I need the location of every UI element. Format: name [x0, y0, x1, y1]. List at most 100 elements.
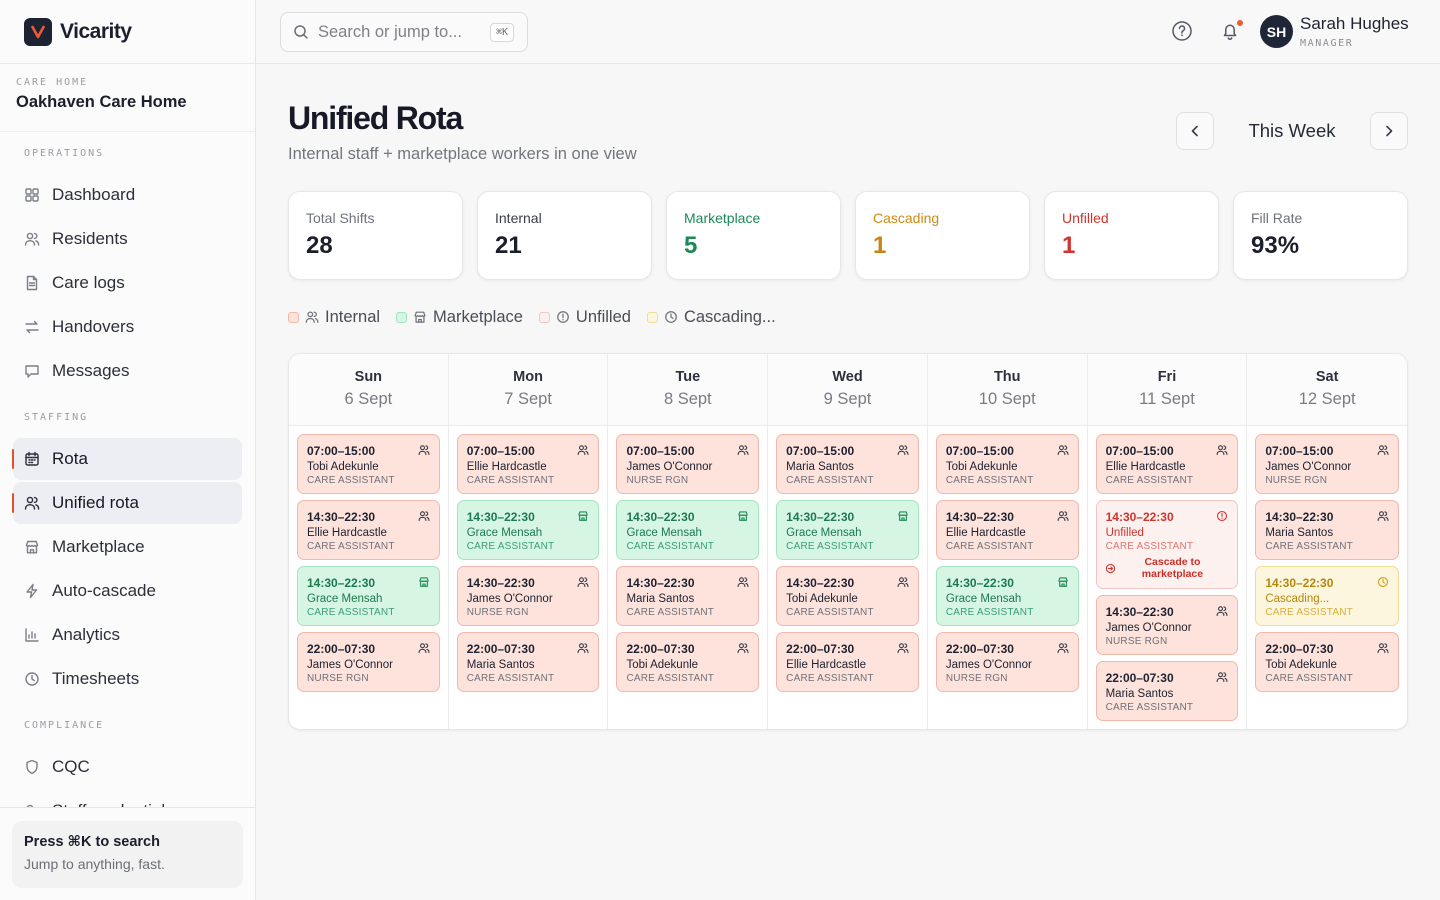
sidebar-item-marketplace[interactable]: Marketplace — [13, 526, 242, 568]
users-icon — [577, 576, 589, 588]
user-check-icon — [24, 803, 40, 807]
shift-card-market[interactable]: 14:30–22:30 Grace Mensah CARE ASSISTANT — [297, 566, 440, 626]
shift-time: 14:30–22:30 — [1265, 576, 1334, 590]
user-name[interactable]: Sarah Hughes — [1300, 14, 1409, 33]
search-placeholder: Search or jump to... — [318, 22, 462, 41]
shift-card-internal[interactable]: 07:00–15:00 Tobi Adekunle CARE ASSISTANT — [935, 434, 1079, 494]
shift-card-internal[interactable]: 14:30–22:30 James O'Connor NURSE RGN — [456, 566, 600, 626]
day-header: Wed 9 Sept — [768, 354, 927, 426]
shift-card-internal[interactable]: 14:30–22:30 Ellie Hardcastle CARE ASSISTAN… — [935, 500, 1079, 560]
search-input[interactable]: Search or jump to... ⌘K — [280, 12, 528, 52]
sidebar-item-label: Analytics — [52, 625, 121, 644]
shift-card-internal[interactable]: 07:00–15:00 Ellie Hardcastle CARE ASSISTAN… — [456, 434, 600, 494]
shift-worker: James O'Connor — [466, 593, 553, 605]
stat-value: 5 — [684, 232, 698, 259]
shift-list: 07:00–15:00 James O'Connor NURSE RGN 14:30–… — [608, 426, 767, 692]
day-date: 11 Sept — [1139, 390, 1195, 408]
shift-time: 22:00–07:30 — [307, 642, 376, 656]
week-navigator: This Week — [1176, 112, 1408, 150]
shift-card-internal[interactable]: 22:00–07:30 James O'Connor NURSE RGN — [297, 632, 440, 692]
shift-role: CARE ASSISTANT — [1265, 541, 1353, 552]
day-name: Sun — [354, 369, 383, 385]
shift-card-internal[interactable]: 22:00–07:30 James O'Connor NURSE RGN — [935, 632, 1079, 692]
shift-worker: Tobi Adekunle — [945, 461, 1018, 473]
arrow-circle-icon — [1105, 563, 1116, 574]
stat-label: Fill Rate — [1251, 210, 1303, 226]
sidebar-item-unified-rota[interactable]: Unified rota — [12, 482, 242, 524]
shift-card-internal[interactable]: 22:00–07:30 Ellie Hardcastle CARE ASSISTAN… — [776, 632, 919, 692]
shift-card-market[interactable]: 14:30–22:30 Grace Mensah CARE ASSISTANT — [616, 500, 760, 560]
sidebar-item-residents[interactable]: Residents — [13, 218, 242, 260]
shift-worker: James O'Connor — [1105, 622, 1192, 634]
previous-week-button[interactable] — [1176, 112, 1214, 150]
sidebar-item-label: Auto-cascade — [52, 581, 156, 600]
shift-time: 22:00–07:30 — [1105, 671, 1174, 685]
shift-card-internal[interactable]: 14:30–22:30 Maria Santos CARE ASSISTANT — [616, 566, 760, 626]
shift-card-internal[interactable]: 22:00–07:30 Tobi Adekunle CARE ASSISTANT — [616, 632, 760, 692]
shift-card-internal[interactable]: 22:00–07:30 Maria Santos CARE ASSISTANT — [456, 632, 600, 692]
shift-role: CARE ASSISTANT — [945, 541, 1034, 552]
shift-role: NURSE RGN — [466, 607, 529, 618]
sidebar-item-timesheets[interactable]: Timesheets — [13, 658, 242, 700]
sidebar-item-analytics[interactable]: Analytics — [13, 614, 242, 656]
search-shortcut-badge: ⌘K — [489, 23, 514, 42]
users-icon — [1377, 510, 1389, 522]
stat-card-total-shifts: Total Shifts 28 — [288, 191, 463, 280]
bar-chart-icon — [24, 627, 40, 643]
cascade-to-marketplace-button[interactable]: Cascade to marketplace — [1105, 556, 1230, 580]
legend-label: Internal — [325, 307, 381, 326]
shift-card-internal[interactable]: 07:00–15:00 James O'Connor NURSE RGN — [616, 434, 760, 494]
shift-card-cascade[interactable]: 14:30–22:30 Cascading... CARE ASSISTANT — [1255, 566, 1400, 626]
day-column-thu: Thu 10 Sept 07:00–15:00 Tobi Adekunle CARE A… — [927, 354, 1088, 729]
shift-card-internal[interactable]: 22:00–07:30 Tobi Adekunle CARE ASSISTANT — [1255, 632, 1400, 692]
shift-time: 22:00–07:30 — [786, 642, 855, 656]
shift-role: CARE ASSISTANT — [1105, 475, 1194, 486]
bell-icon[interactable] — [1219, 20, 1241, 42]
users-icon — [418, 642, 430, 654]
shift-worker: Maria Santos — [626, 593, 695, 605]
care-home-switcher[interactable]: CARE HOME Oakhaven Care Home — [0, 64, 255, 132]
sidebar-item-staff-credentials[interactable]: Staff credentials — [13, 790, 242, 807]
shift-card-internal[interactable]: 14:30–22:30 Maria Santos CARE ASSISTANT — [1255, 500, 1400, 560]
shift-list: 07:00–15:00 Maria Santos CARE ASSISTANT 14:… — [768, 426, 927, 692]
grid-icon — [24, 187, 40, 203]
shift-card-internal[interactable]: 14:30–22:30 James O'Connor NURSE RGN — [1095, 595, 1239, 655]
help-icon[interactable] — [1171, 20, 1193, 42]
sidebar-item-handovers[interactable]: Handovers — [13, 306, 242, 348]
sidebar-item-dashboard[interactable]: Dashboard — [13, 174, 242, 216]
avatar[interactable]: SH — [1260, 15, 1293, 48]
shift-card-unfilled[interactable]: 14:30–22:30 Unfilled CARE ASSISTANT Cascade… — [1095, 500, 1239, 589]
stat-value: 1 — [1062, 232, 1076, 259]
shift-card-market[interactable]: 14:30–22:30 Grace Mensah CARE ASSISTANT — [456, 500, 600, 560]
shift-card-internal[interactable]: 14:30–22:30 Ellie Hardcastle CARE ASSISTAN… — [297, 500, 440, 560]
shift-worker: Ellie Hardcastle — [945, 527, 1026, 539]
shift-card-market[interactable]: 14:30–22:30 Grace Mensah CARE ASSISTANT — [776, 500, 919, 560]
users-icon — [737, 576, 749, 588]
legend-swatch — [396, 311, 408, 323]
sidebar-item-rota[interactable]: Rota — [12, 438, 242, 480]
shift-role: CARE ASSISTANT — [1265, 607, 1353, 618]
users-icon — [897, 642, 909, 654]
shift-worker: Maria Santos — [786, 461, 854, 473]
shift-card-internal[interactable]: 14:30–22:30 Tobi Adekunle CARE ASSISTANT — [776, 566, 919, 626]
sidebar-item-label: Messages — [52, 361, 130, 380]
next-week-button[interactable] — [1370, 112, 1408, 150]
swap-icon — [24, 319, 40, 335]
shift-card-internal[interactable]: 22:00–07:30 Maria Santos CARE ASSISTANT — [1095, 661, 1239, 721]
sidebar-item-care-logs[interactable]: Care logs — [13, 262, 242, 304]
shift-card-internal[interactable]: 07:00–15:00 Ellie Hardcastle CARE ASSISTAN… — [1095, 434, 1239, 494]
search-tip-card[interactable]: Press ⌘K to search Jump to anything, fas… — [12, 821, 243, 888]
shift-time: 07:00–15:00 — [626, 444, 695, 458]
shift-card-internal[interactable]: 07:00–15:00 Tobi Adekunle CARE ASSISTANT — [297, 434, 440, 494]
shift-card-internal[interactable]: 07:00–15:00 Maria Santos CARE ASSISTANT — [776, 434, 919, 494]
users-icon — [24, 231, 40, 247]
sidebar-item-auto-cascade[interactable]: Auto-cascade — [13, 570, 242, 612]
shift-time: 14:30–22:30 — [626, 510, 695, 524]
shift-worker: James O'Connor — [945, 659, 1032, 671]
shift-card-internal[interactable]: 07:00–15:00 James O'Connor NURSE RGN — [1255, 434, 1400, 494]
sidebar-item-cqc[interactable]: CQC — [13, 746, 242, 788]
day-date: 6 Sept — [344, 390, 393, 408]
shift-card-market[interactable]: 14:30–22:30 Grace Mensah CARE ASSISTANT — [935, 566, 1079, 626]
brand[interactable]: Vicarity — [0, 0, 255, 64]
sidebar-item-messages[interactable]: Messages — [13, 350, 242, 392]
